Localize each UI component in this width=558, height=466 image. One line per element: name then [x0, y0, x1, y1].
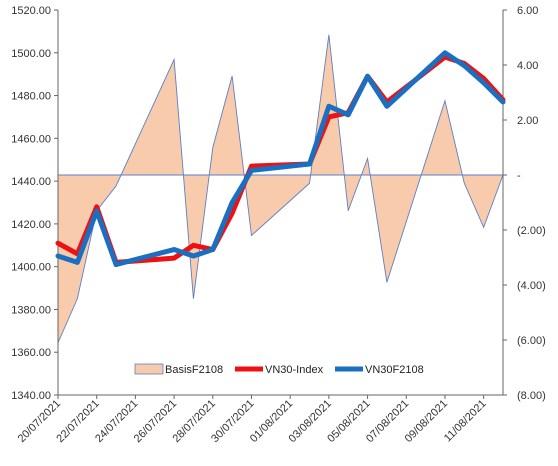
x-axis-ticks: 20/07/202122/07/202124/07/202126/07/2021…: [16, 395, 489, 445]
left-tick-label: 1500.00: [11, 48, 51, 60]
left-axis-ticks: 1340.00 1360.00 1380.00 1400.00 1420.00 1440.…: [11, 5, 58, 402]
left-tick-label: 1420.00: [11, 219, 51, 231]
legend-swatch-basisf2108: [134, 363, 164, 375]
right-tick-label: 6.00: [517, 5, 538, 17]
basis-area-layer: [57, 34, 504, 343]
right-tick-label: (6.00): [517, 335, 546, 347]
basis-area-fill: [58, 34, 503, 343]
legend: BasisF2108 VN30-Index VN30F2108: [134, 363, 424, 376]
vn30f2108-line: [55, 50, 506, 268]
lines-layer: [55, 50, 506, 268]
left-tick-label: 1380.00: [11, 304, 51, 316]
right-tick-label: 4.00: [517, 60, 538, 72]
right-axis-ticks: (8.00) (6.00) (4.00) (2.00) - 2.00 4.00 6.00: [503, 5, 546, 402]
left-tick-label: 1340.00: [11, 390, 51, 402]
right-tick-label: (8.00): [517, 390, 546, 402]
basis-area-outline: [57, 34, 504, 343]
left-tick-label: 1520.00: [11, 5, 51, 17]
right-tick-label: (2.00): [517, 225, 546, 237]
axes-layer: [57, 10, 504, 396]
legend-label-basisf2108: BasisF2108: [165, 364, 223, 376]
right-tick-label: (4.00): [517, 280, 546, 292]
right-tick-label: -: [517, 170, 521, 182]
legend-label-vn30-index: VN30-Index: [265, 364, 324, 376]
right-tick-label: 2.00: [517, 115, 538, 127]
left-tick-label: 1400.00: [11, 262, 51, 274]
left-tick-label: 1440.00: [11, 176, 51, 188]
legend-label-vn30f2108: VN30F2108: [365, 364, 424, 376]
left-tick-label: 1480.00: [11, 91, 51, 103]
left-tick-label: 1460.00: [11, 133, 51, 145]
x-tick-label: 11/08/2021: [442, 398, 489, 445]
left-tick-label: 1360.00: [11, 347, 51, 359]
